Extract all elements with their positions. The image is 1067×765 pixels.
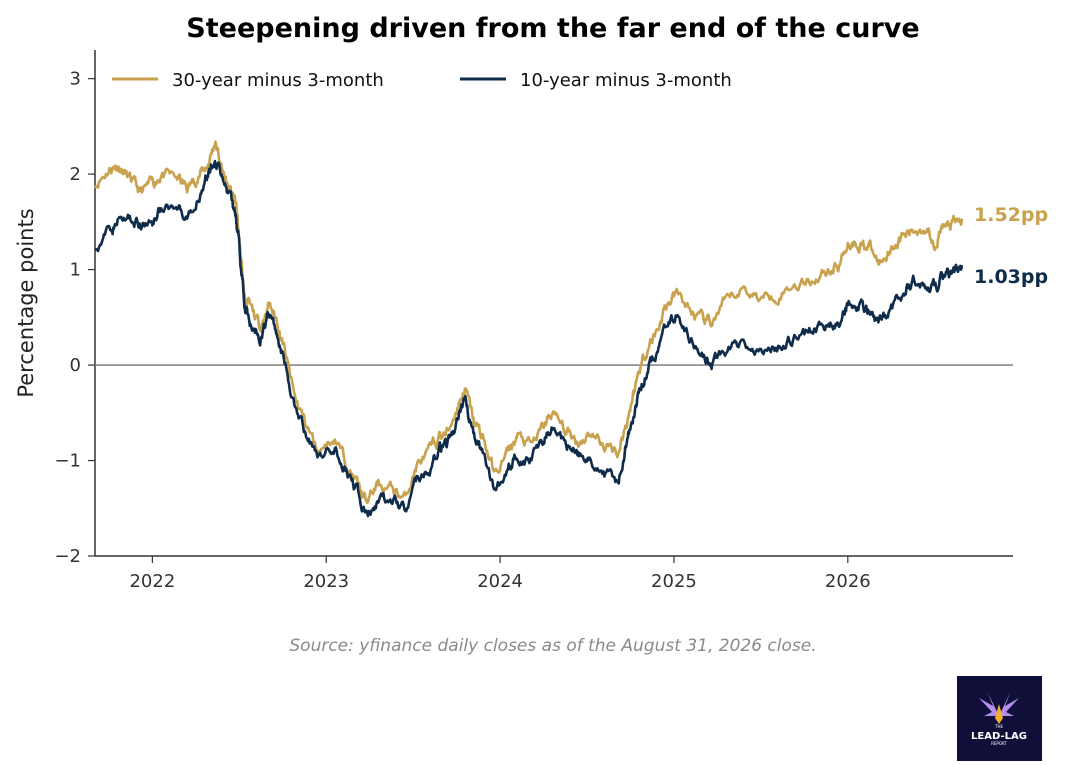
legend-label-10y: 10-year minus 3-month	[520, 70, 732, 91]
series-lines	[93, 140, 964, 518]
logo-word-report: REPORT	[991, 741, 1007, 746]
y-tick-label: 3	[70, 69, 81, 90]
x-tick-label: 2022	[129, 571, 175, 592]
legend-label-30y: 30-year minus 3-month	[172, 70, 384, 91]
x-ticks: 2022 2023 2024 2025 2026	[129, 556, 871, 592]
x-tick-label: 2024	[477, 571, 523, 592]
logo-word-the: THE	[994, 724, 1003, 729]
x-tick-label: 2026	[825, 571, 871, 592]
bird-body-icon	[995, 704, 1003, 724]
y-tick-label: 1	[70, 260, 81, 281]
lead-lag-logo: THE LEAD-LAG REPORT	[957, 676, 1042, 761]
y-ticks: −2 −1 0 1 2 3	[54, 69, 95, 567]
y-tick-label: −2	[54, 546, 81, 567]
source-note: Source: yfinance daily closes as of the …	[289, 636, 816, 656]
chart-title: Steepening driven from the far end of th…	[186, 13, 919, 44]
end-label-10y: 1.03pp	[974, 266, 1048, 288]
series-line-30y-3m	[93, 140, 964, 505]
legend: 30-year minus 3-month 10-year minus 3-mo…	[112, 70, 732, 91]
x-tick-label: 2023	[303, 571, 349, 592]
logo-wordmark: LEAD-LAG	[971, 731, 1027, 742]
y-tick-label: 0	[70, 355, 81, 376]
x-tick-label: 2025	[651, 571, 697, 592]
wing-right-icon	[999, 693, 1019, 716]
series-line-10y-3m	[94, 159, 964, 518]
wing-left-icon	[979, 693, 999, 716]
end-label-30y: 1.52pp	[974, 204, 1048, 226]
y-tick-label: −1	[54, 451, 81, 472]
y-axis-title: Percentage points	[14, 208, 38, 397]
y-tick-label: 2	[70, 164, 81, 185]
